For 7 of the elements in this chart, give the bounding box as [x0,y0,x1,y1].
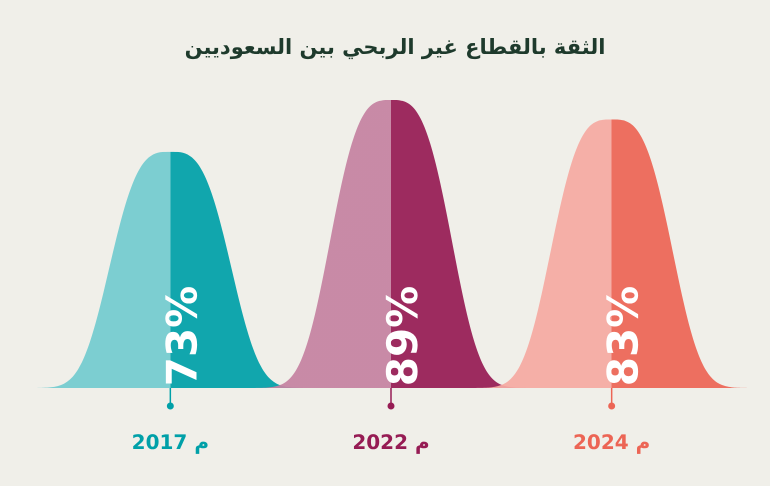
data-label: 73% [157,286,206,386]
x-tick-label: 2022 م [352,430,430,454]
x-tick-label: 2024 م [573,430,650,454]
chart-title: الثقة بالقطاع غير الربحي بين السعوديين [184,35,606,60]
data-label: 89% [378,286,427,386]
data-label: 83% [598,286,648,386]
x-tick-label: 2017 م [132,430,209,454]
